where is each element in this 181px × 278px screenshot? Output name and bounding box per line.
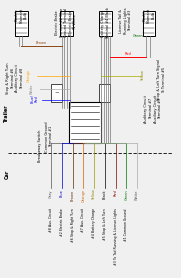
Text: Brown: Brown [36,41,47,45]
Bar [143,11,155,36]
Bar [60,11,73,36]
Text: Double
Filament
Bulb: Double Filament Bulb [142,8,155,23]
Bar [69,103,101,143]
Text: #7 Aux. Circuit: #7 Aux. Circuit [81,208,85,232]
Bar [51,84,62,103]
Text: ~: ~ [54,91,59,96]
Text: Trailer: Trailer [4,104,9,122]
Text: Common Ground
Terminal #1: Common Ground Terminal #1 [45,121,54,152]
Text: Brown: Brown [71,190,75,201]
Text: Orange: Orange [81,190,85,202]
Text: Electric Brake
Terminal #2 Blue
Ground Terminal
Electric Brake
T1 White: Electric Brake Terminal #2 Blue Ground T… [55,8,77,38]
Text: Blue/
Red: Blue/ Red [31,94,39,103]
Bar [15,11,28,36]
Text: Battery Charge
Terminal #4 Black: Battery Charge Terminal #4 Black [102,8,110,39]
Bar [100,11,112,36]
Text: Yellow: Yellow [141,70,145,81]
Text: Breakaway Switch: Breakaway Switch [38,129,42,162]
Text: Red: Red [114,190,118,196]
Text: #1 Common Ground: #1 Common Ground [124,208,129,240]
Text: #8 Aux. Circuit: #8 Aux. Circuit [49,208,53,232]
Text: Yellow: Yellow [92,190,96,200]
Text: Green: Green [133,34,143,38]
Text: Double
Filament
Bulb: Double Filament Bulb [15,8,28,23]
Text: #3 To Tail Running & License Lights: #3 To Tail Running & License Lights [114,208,118,265]
Text: Stop & Left Turn Signal
To Terminal #5: Stop & Left Turn Signal To Terminal #5 [157,59,166,100]
Text: Auditory Circuit
Terminal #7
Auxiliary Circuit
Terminal #9: Auditory Circuit Terminal #7 Auxiliary C… [144,95,162,123]
Text: White: White [30,84,34,94]
Text: #4 Battery Charge: #4 Battery Charge [92,208,96,238]
Text: #6 Stop & Right Turn: #6 Stop & Right Turn [71,208,75,242]
Text: Red: Red [125,52,132,56]
Text: Gray: Gray [49,190,53,198]
Text: Black: Black [103,190,107,199]
Text: Blue: Blue [60,190,64,197]
Text: Car: Car [4,170,9,179]
Bar [100,84,110,103]
Text: #5 Stop & Left Turn: #5 Stop & Left Turn [103,208,107,240]
Text: Stop & Right Turn
Terminal #6
Auditory Circuit
Terminal #8: Stop & Right Turn Terminal #6 Auditory C… [6,62,24,94]
Text: Orange: Orange [27,69,31,82]
Text: White: White [135,190,139,200]
Text: License Tail &
Running Lights
Terminal #3: License Tail & Running Lights Terminal #… [119,8,132,34]
Text: Green: Green [124,190,129,200]
Text: #2 Electric Brake: #2 Electric Brake [60,208,64,236]
